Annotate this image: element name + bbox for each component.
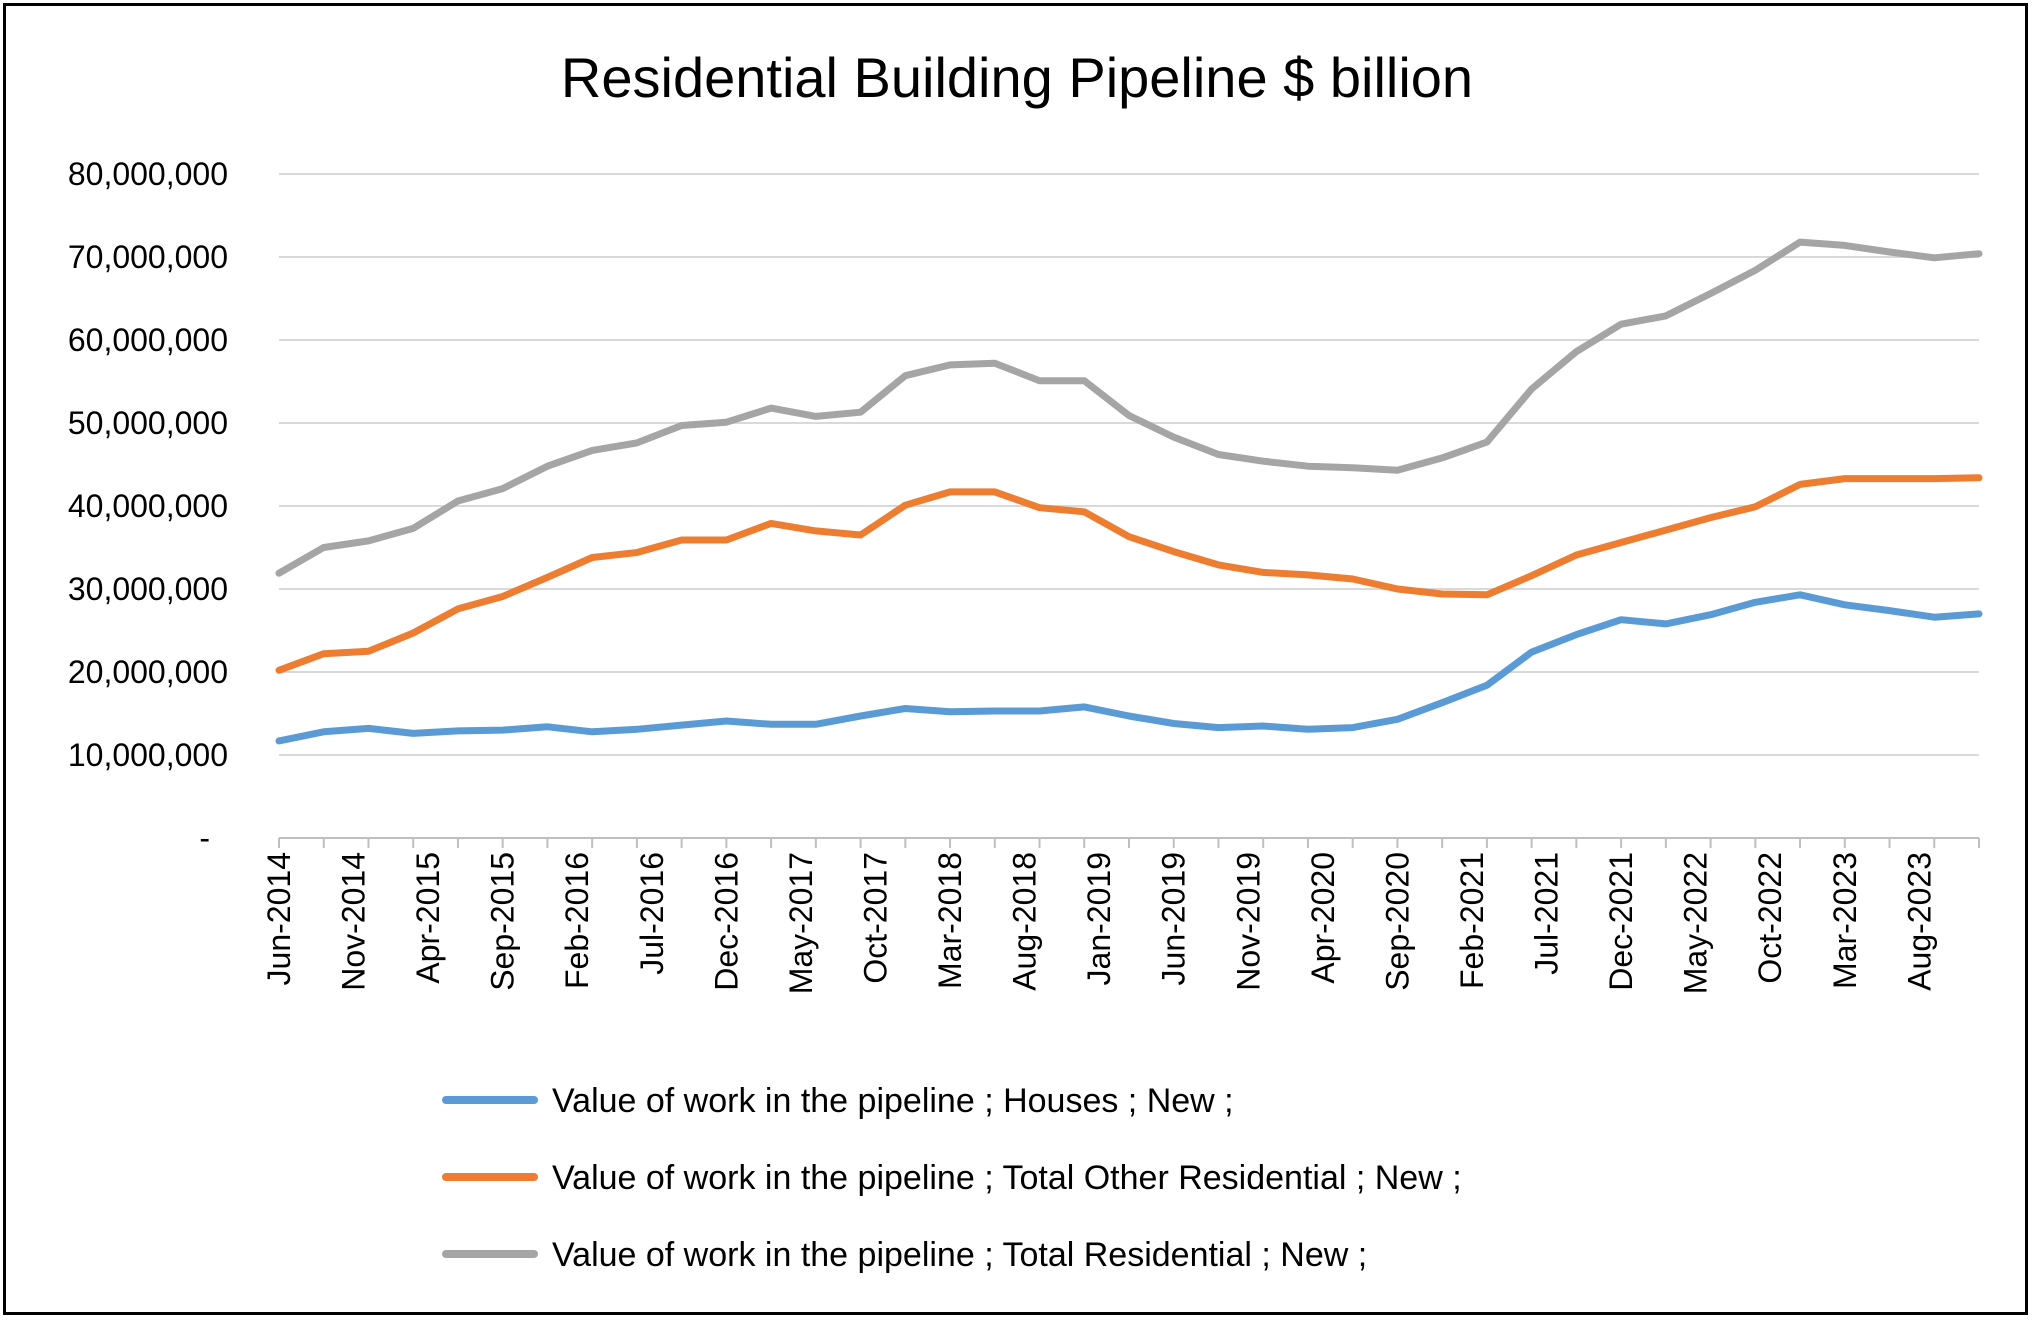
y-tick-label: 10,000,000 bbox=[68, 737, 228, 773]
chart-frame bbox=[3, 3, 2028, 1315]
x-tick-label: May-2017 bbox=[783, 852, 819, 994]
series-line-3 bbox=[275, 238, 1983, 577]
x-tick-label: Oct-2017 bbox=[857, 852, 893, 984]
x-tick-label: Mar-2018 bbox=[932, 852, 968, 989]
x-tick-label: Nov-2019 bbox=[1230, 852, 1266, 991]
series-line-2 bbox=[275, 474, 1983, 674]
y-tick-label: 60,000,000 bbox=[68, 322, 228, 358]
x-tick-label: Apr-2015 bbox=[410, 852, 446, 984]
x-tick-label: Jun-2019 bbox=[1156, 852, 1192, 985]
x-tick-label: Jul-2016 bbox=[634, 852, 670, 975]
x-tick-label: Sep-2020 bbox=[1379, 852, 1415, 991]
x-tick-label: Feb-2021 bbox=[1454, 852, 1490, 989]
chart-title: Residential Building Pipeline $ billion bbox=[561, 46, 1473, 109]
gridlines bbox=[279, 173, 1979, 756]
legend-label: Value of work in the pipeline ; Houses ;… bbox=[552, 1082, 1234, 1120]
x-tick-label: Aug-2023 bbox=[1901, 852, 1937, 991]
x-tick-label: Sep-2015 bbox=[485, 852, 521, 991]
x-tick-label: May-2022 bbox=[1678, 852, 1714, 994]
x-tick-label: Nov-2014 bbox=[336, 852, 372, 991]
x-tick-label: Oct-2022 bbox=[1752, 852, 1788, 984]
y-tick-label: 20,000,000 bbox=[68, 654, 228, 690]
y-tick-label: - bbox=[199, 820, 210, 856]
legend-label: Value of work in the pipeline ; Total Re… bbox=[552, 1236, 1367, 1274]
series-lines bbox=[275, 238, 1983, 745]
y-tick-label: 40,000,000 bbox=[68, 488, 228, 524]
y-tick-label: 70,000,000 bbox=[68, 239, 228, 275]
y-tick-label: 50,000,000 bbox=[68, 405, 228, 441]
x-tick-label: Feb-2016 bbox=[559, 852, 595, 989]
x-tick-label: Apr-2020 bbox=[1305, 852, 1341, 984]
y-axis-ticks: - 10,000,000 20,000,000 30,000,000 40,000,00… bbox=[68, 156, 228, 856]
x-tick-label: Dec-2021 bbox=[1603, 852, 1639, 991]
x-tick-label: Jun-2014 bbox=[261, 852, 297, 985]
x-tick-label: Mar-2023 bbox=[1827, 852, 1863, 989]
x-axis-ticks: Jun-2014 Nov-2014 Apr-2015 Sep-2015 Feb-2016… bbox=[261, 838, 1980, 994]
y-tick-label: 80,000,000 bbox=[68, 156, 228, 192]
x-tick-label: Aug-2018 bbox=[1007, 852, 1043, 991]
legend-label: Value of work in the pipeline ; Total Ot… bbox=[552, 1159, 1462, 1197]
series-line-1 bbox=[275, 591, 1983, 745]
y-tick-label: 30,000,000 bbox=[68, 571, 228, 607]
x-tick-label: Jan-2019 bbox=[1081, 852, 1117, 985]
x-tick-label: Dec-2016 bbox=[708, 852, 744, 991]
legend: Value of work in the pipeline ; Houses ;… bbox=[442, 1082, 1462, 1274]
x-tick-label: Jul-2021 bbox=[1529, 852, 1565, 975]
